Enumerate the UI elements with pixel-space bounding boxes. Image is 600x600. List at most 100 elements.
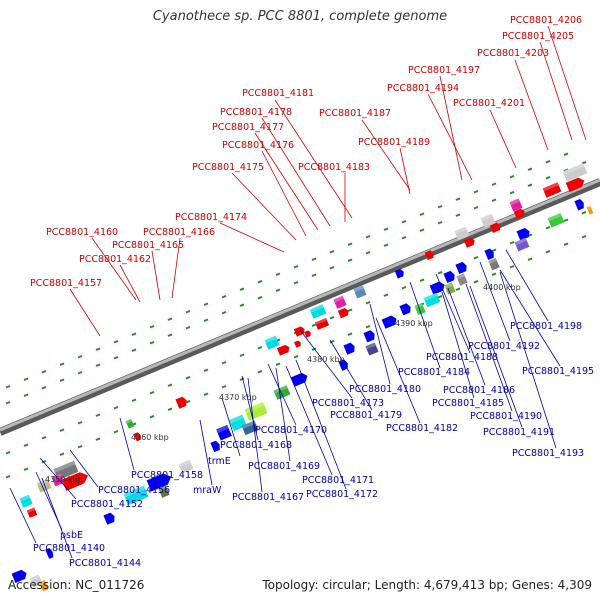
gene-label[interactable]: PCC8801_4173 [312, 398, 384, 409]
gene-box[interactable] [178, 459, 194, 474]
gene-arrow[interactable] [489, 222, 502, 233]
gene-feature[interactable] [158, 485, 170, 498]
gene-arrow[interactable] [565, 176, 586, 193]
gene-feature[interactable] [394, 268, 405, 279]
gene-feature[interactable] [381, 314, 399, 329]
gene-arrow[interactable] [146, 471, 174, 492]
gene-feature[interactable] [314, 317, 330, 330]
gene-feature[interactable] [463, 237, 476, 248]
gene-feature[interactable] [123, 485, 149, 506]
gene-arrow[interactable] [516, 227, 532, 241]
gene-label[interactable]: PCC8801_4162 [79, 254, 151, 265]
gene-box[interactable] [51, 473, 65, 487]
gene-label[interactable]: PCC8801_4180 [349, 384, 421, 395]
gene-feature[interactable] [542, 182, 562, 198]
gene-label[interactable]: PCC8801_4177 [212, 122, 284, 133]
gene-feature[interactable] [414, 302, 426, 316]
gene-box[interactable] [216, 424, 232, 441]
gene-feature[interactable] [509, 198, 523, 212]
gene-feature[interactable] [146, 471, 174, 492]
gene-label[interactable]: PCC8801_4198 [510, 321, 582, 332]
gene-feature[interactable] [480, 213, 496, 228]
gene-box[interactable] [29, 574, 43, 588]
gene-feature[interactable] [363, 329, 376, 343]
gene-label[interactable]: PCC8801_4205 [502, 31, 574, 42]
gene-box[interactable] [273, 385, 291, 400]
gene-feature[interactable] [210, 440, 221, 453]
gene-feature[interactable] [365, 342, 379, 356]
gene-label[interactable]: PCC8801_4157 [30, 278, 102, 289]
gene-feature[interactable] [444, 282, 456, 295]
gene-arrow[interactable] [513, 208, 526, 219]
gene-feature[interactable] [454, 226, 470, 241]
gene-label[interactable]: PCC8801_4186 [443, 385, 515, 396]
gene-label[interactable]: PCC8801_4194 [387, 83, 459, 94]
gene-arrow[interactable] [363, 329, 376, 343]
gene-label[interactable]: PCC8801_4171 [302, 475, 374, 486]
gene-label[interactable]: PCC8801_4168 [220, 440, 292, 451]
gene-label[interactable]: PCC8801_4172 [306, 489, 378, 500]
gene-label[interactable]: PCC8801_4201 [453, 98, 525, 109]
gene-feature[interactable] [484, 248, 495, 260]
gene-label[interactable]: PCC8801_4165 [112, 240, 184, 251]
gene-box[interactable] [158, 485, 170, 498]
gene-feature[interactable] [178, 459, 194, 474]
gene-feature[interactable] [514, 237, 530, 252]
gene-feature[interactable] [547, 213, 565, 228]
gene-box[interactable] [125, 418, 135, 429]
gene-label[interactable]: PCC8801_4140 [33, 543, 105, 554]
gene-feature[interactable] [343, 342, 356, 355]
gene-label[interactable]: psbE [60, 530, 83, 541]
gene-feature[interactable] [29, 574, 43, 588]
gene-feature[interactable] [294, 340, 302, 348]
gene-label[interactable]: PCC8801_4206 [510, 15, 582, 26]
gene-box[interactable] [19, 494, 33, 508]
gene-label[interactable]: PCC8801_4189 [358, 137, 430, 148]
gene-label[interactable]: PCC8801_4179 [330, 410, 402, 421]
gene-box[interactable] [456, 273, 468, 286]
gene-feature[interactable] [309, 304, 327, 319]
gene-feature[interactable] [513, 208, 526, 219]
gene-label[interactable]: PCC8801_4152 [71, 499, 143, 510]
gene-feature[interactable] [516, 227, 532, 241]
gene-label[interactable]: PCC8801_4193 [512, 448, 584, 459]
gene-label[interactable]: PCC8801_4156 [98, 485, 170, 496]
gene-box[interactable] [309, 304, 327, 319]
gene-feature[interactable] [489, 222, 502, 233]
gene-label[interactable]: PCC8801_4191 [483, 427, 555, 438]
gene-arrow[interactable] [343, 342, 356, 355]
gene-arrow[interactable] [61, 470, 91, 491]
gene-feature[interactable] [11, 568, 29, 583]
gene-arrow[interactable] [394, 268, 405, 279]
gene-arrow[interactable] [11, 568, 29, 583]
gene-feature[interactable] [39, 579, 49, 592]
gene-box[interactable] [444, 282, 456, 295]
gene-box[interactable] [353, 285, 367, 299]
gene-label[interactable]: PCC8801_4197 [408, 65, 480, 76]
gene-feature[interactable] [216, 424, 232, 441]
gene-label[interactable]: PCC8801_4185 [432, 398, 504, 409]
gene-box[interactable] [542, 182, 562, 198]
gene-arrow[interactable] [304, 330, 312, 338]
gene-feature[interactable] [264, 335, 280, 350]
gene-label[interactable]: mraW [193, 485, 222, 496]
gene-feature[interactable] [19, 494, 33, 508]
gene-box[interactable] [423, 292, 441, 308]
gene-feature[interactable] [488, 258, 500, 271]
gene-arrow[interactable] [443, 270, 456, 284]
gene-arrow[interactable] [276, 344, 291, 356]
gene-label[interactable]: PCC8801_4187 [319, 108, 391, 119]
gene-box[interactable] [39, 579, 49, 592]
gene-box[interactable] [314, 317, 330, 330]
gene-box[interactable] [123, 485, 149, 506]
gene-label[interactable]: PCC8801_4169 [248, 461, 320, 472]
gene-feature[interactable] [133, 432, 143, 442]
gene-label[interactable]: PCC8801_4160 [46, 227, 118, 238]
gene-feature[interactable] [175, 396, 188, 409]
gene-feature[interactable] [586, 205, 594, 215]
gene-feature[interactable] [45, 547, 54, 559]
gene-label[interactable]: PCC8801_4176 [222, 140, 294, 151]
gene-feature[interactable] [574, 198, 585, 211]
gene-label[interactable]: PCC8801_4178 [220, 107, 292, 118]
gene-label[interactable]: PCC8801_4192 [468, 341, 540, 352]
